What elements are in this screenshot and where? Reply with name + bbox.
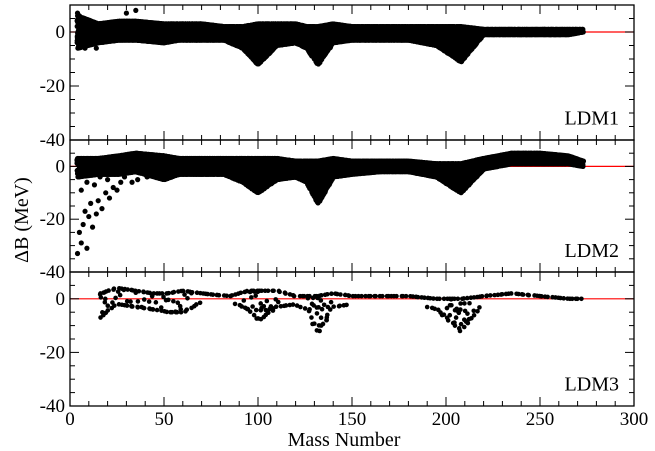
data-points (70, 7, 634, 67)
